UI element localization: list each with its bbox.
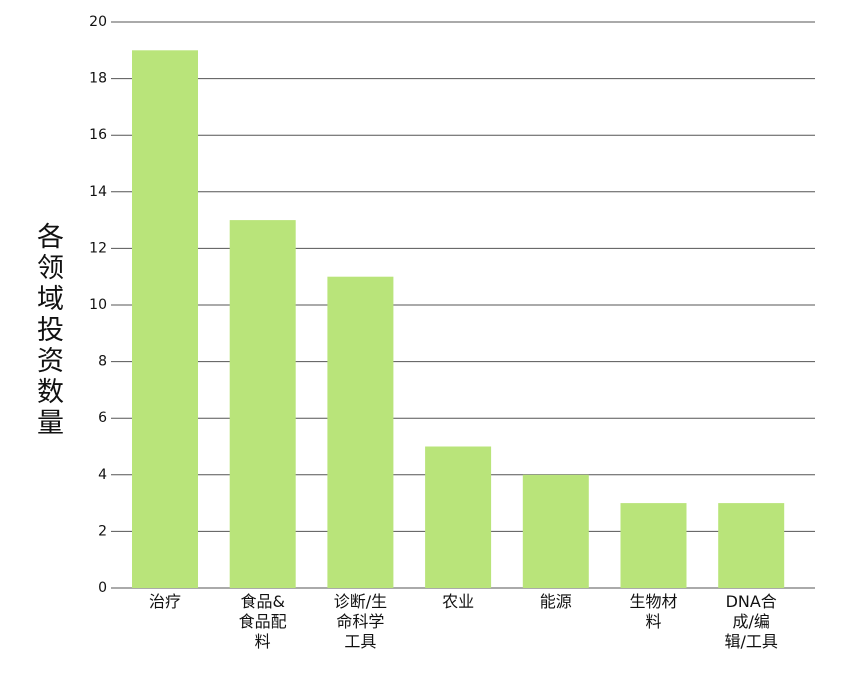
y-tick-label: 2 [98,523,107,539]
y-tick-label: 18 [89,71,107,87]
y-tick-label: 6 [98,410,107,426]
x-tick-label: 生物材料 [629,592,678,631]
x-tick-label: DNA合成/编辑/工具 [724,592,778,651]
x-tick-label: 诊断/生命科学工具 [333,592,388,651]
bar [620,503,687,588]
y-tick-label: 8 [98,354,107,370]
bar [425,446,492,588]
y-tick-label: 10 [89,297,107,313]
y-tick-label: 12 [89,240,107,256]
x-tick-label: 治疗 [148,592,181,611]
bar [132,50,198,589]
x-tick-label: 能源 [539,592,572,611]
bar [718,503,785,588]
y-axis-title: 各领域投资数量 [32,222,63,439]
y-tick-label: 14 [89,184,107,200]
x-tick-label: 食品&食品配料 [238,592,287,651]
x-tick-label: 农业 [442,592,475,611]
y-tick-label: 20 [89,14,107,30]
y-tick-label: 4 [98,467,107,483]
y-tick-label: 0 [98,580,107,596]
bar [522,474,589,588]
bar [229,220,296,588]
bar [327,276,394,588]
y-tick-label: 16 [89,127,107,143]
